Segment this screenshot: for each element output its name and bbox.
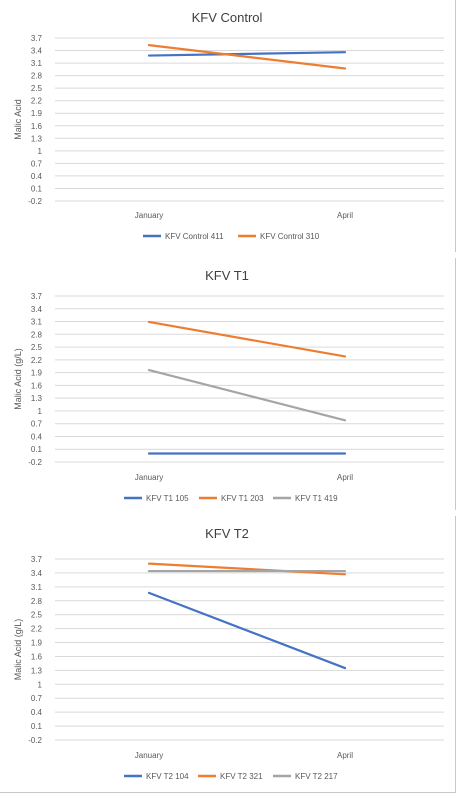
y-tick-label: 1.6 xyxy=(31,381,43,390)
y-tick-label: 2.2 xyxy=(31,97,43,106)
legend-label: KFV T1 419 xyxy=(295,494,338,503)
chart-panel-control: KFV Control 3.7 3.4 3.1 2.8 2.5 2.2 1.9 1.6 1.3 1 0… xyxy=(0,0,456,253)
y-tick-label: 1.3 xyxy=(31,134,43,143)
y-tick-label: 3.1 xyxy=(31,59,43,68)
y-tick-label: 2.5 xyxy=(31,611,43,620)
y-tick-label: 2.5 xyxy=(31,343,43,352)
y-tick-label: 1.9 xyxy=(31,369,43,378)
chart-title: KFV Control xyxy=(192,10,263,25)
series-line-2 xyxy=(147,320,347,358)
legend-label: KFV T1 105 xyxy=(146,494,189,503)
y-tick-label: 2.5 xyxy=(31,84,43,93)
x-tick-label: April xyxy=(337,751,353,760)
legend-label: KFV Control 310 xyxy=(260,232,320,241)
x-tick-label: January xyxy=(135,211,163,220)
y-tick-label: 0.4 xyxy=(31,172,43,181)
y-tick-label: 1.3 xyxy=(31,394,43,403)
series-line-1 xyxy=(147,51,347,57)
y-tick-label: 0.7 xyxy=(31,420,43,429)
x-tick-label: April xyxy=(337,211,353,220)
series-line-1 xyxy=(147,591,347,670)
y-tick-label: 3.7 xyxy=(31,34,43,43)
y-tick-label: 1 xyxy=(38,680,43,689)
chart-t1-svg: KFV T1 3.7 3.4 3.1 2.8 2.5 2.2 1.9 1.6 1.3 1 0.7 0.4… xyxy=(13,268,444,503)
series-line-2 xyxy=(147,562,347,576)
y-tick-label: 0.7 xyxy=(31,159,43,168)
y-tick-label: 0.4 xyxy=(31,708,43,717)
y-tick-label: 3.4 xyxy=(31,305,43,314)
legend-label: KFV Control 411 xyxy=(165,232,224,241)
y-tick-label: 1 xyxy=(38,407,43,416)
y-tick-label: 1 xyxy=(38,147,43,156)
y-tick-label: 2.8 xyxy=(31,72,43,81)
y-tick-label: 2.2 xyxy=(31,625,43,634)
y-tick-label: 1.6 xyxy=(31,652,43,661)
y-tick-label: 3.1 xyxy=(31,318,43,327)
chart-t2-svg: KFV T2 3.7 3.4 3.1 2.8 2.5 2.2 1.9 1.6 1.3 1 0.7 0.4… xyxy=(13,526,444,781)
y-tick-label: 3.4 xyxy=(31,569,43,578)
y-axis-title: Malic Acid xyxy=(13,99,23,140)
chart-panel-t2: KFV T2 3.7 3.4 3.1 2.8 2.5 2.2 1.9 1.6 1.3 1 0.7 0.4… xyxy=(0,516,456,793)
y-tick-label: -0.2 xyxy=(28,458,42,467)
x-tick-label: April xyxy=(337,473,353,482)
y-tick-label: -0.2 xyxy=(28,736,42,745)
legend-label: KFV T1 203 xyxy=(221,494,264,503)
y-tick-label: -0.2 xyxy=(28,197,42,206)
chart-control-svg: KFV Control 3.7 3.4 3.1 2.8 2.5 2.2 1.9 1.6 1.3 1 0… xyxy=(13,10,444,241)
y-tick-label: 2.8 xyxy=(31,330,43,339)
y-tick-label: 3.1 xyxy=(31,583,43,592)
y-tick-label: 2.2 xyxy=(31,356,43,365)
y-tick-label: 0.7 xyxy=(31,694,43,703)
y-tick-label: 3.7 xyxy=(31,292,43,301)
y-tick-label: 0.1 xyxy=(31,184,43,193)
y-tick-label: 1.6 xyxy=(31,122,43,131)
y-tick-label: 1.9 xyxy=(31,639,43,648)
x-tick-label: January xyxy=(135,473,163,482)
legend-label: KFV T2 321 xyxy=(220,772,263,781)
chart-title: KFV T2 xyxy=(205,526,249,541)
series-line-2 xyxy=(147,44,347,70)
legend-label: KFV T2 104 xyxy=(146,772,189,781)
y-tick-label: 2.8 xyxy=(31,597,43,606)
series-line-3 xyxy=(147,368,347,422)
y-tick-label: 0.4 xyxy=(31,432,43,441)
chart-title: KFV T1 xyxy=(205,268,249,283)
legend-label: KFV T2 217 xyxy=(295,772,338,781)
y-tick-label: 3.7 xyxy=(31,555,43,564)
y-tick-label: 1.9 xyxy=(31,109,43,118)
y-tick-label: 0.1 xyxy=(31,722,43,731)
chart-panel-t1: KFV T1 3.7 3.4 3.1 2.8 2.5 2.2 1.9 1.6 1.3 1 0.7 0.4… xyxy=(0,258,456,511)
y-axis-title: Malic Acid (g/L) xyxy=(13,348,23,410)
y-tick-label: 0.1 xyxy=(31,445,43,454)
y-axis-title: Malic Acid (g/L) xyxy=(13,619,23,681)
y-tick-label: 3.4 xyxy=(31,47,43,56)
y-tick-label: 1.3 xyxy=(31,666,43,675)
x-tick-label: January xyxy=(135,751,163,760)
